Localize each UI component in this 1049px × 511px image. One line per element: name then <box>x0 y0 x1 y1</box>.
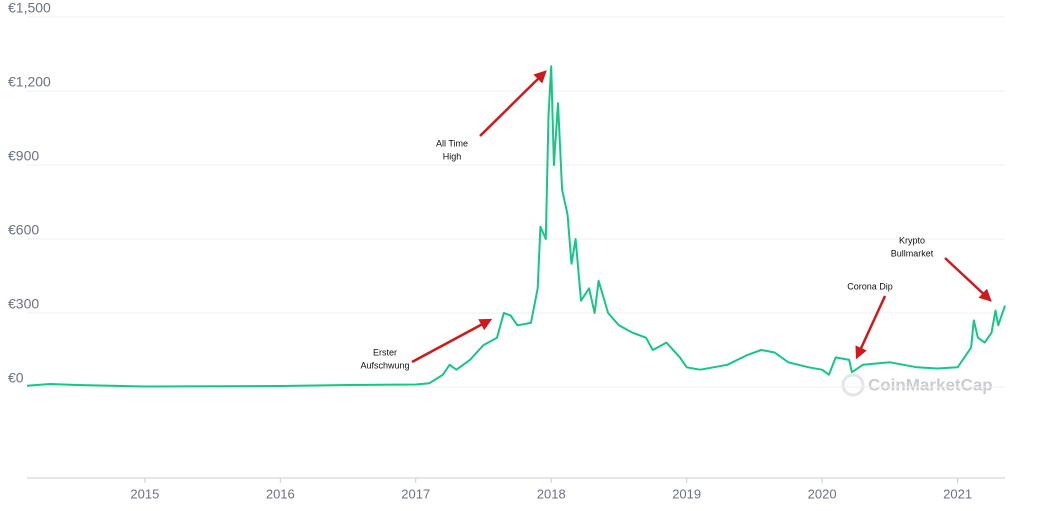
price-line <box>26 65 1006 388</box>
y-tick-label: €900 <box>8 148 39 164</box>
x-tick-label: 2020 <box>808 486 837 501</box>
annotation-text: Krypto <box>899 235 925 245</box>
y-tick-label: €1,500 <box>8 0 51 16</box>
annotation-text: Aufschwung <box>360 360 409 370</box>
annotation-arrow <box>944 257 992 302</box>
x-tick-label: 2019 <box>672 486 701 501</box>
x-tick-label: 2015 <box>130 486 159 501</box>
y-tick-label: €1,200 <box>8 74 51 90</box>
watermark-logo <box>841 373 865 397</box>
annotation-text: Corona Dip <box>847 281 893 291</box>
watermark: CoinMarketCap <box>868 375 993 394</box>
y-tick-label: €0 <box>8 370 24 386</box>
annotation-text: All Time <box>436 138 468 148</box>
annotation-text: High <box>443 151 462 161</box>
x-tick-label: 2021 <box>943 486 972 501</box>
x-tick-label: 2017 <box>401 486 430 501</box>
x-tick-label: 2016 <box>266 486 295 501</box>
y-tick-label: €600 <box>8 222 39 238</box>
y-tick-label: €300 <box>8 296 39 312</box>
annotation-text: Bullmarket <box>891 248 934 258</box>
annotation-arrow <box>855 295 887 360</box>
annotation-arrow <box>411 318 493 364</box>
x-tick-label: 2018 <box>537 486 566 501</box>
annotation-text: Erster <box>373 347 397 357</box>
annotation-arrow <box>479 70 547 137</box>
